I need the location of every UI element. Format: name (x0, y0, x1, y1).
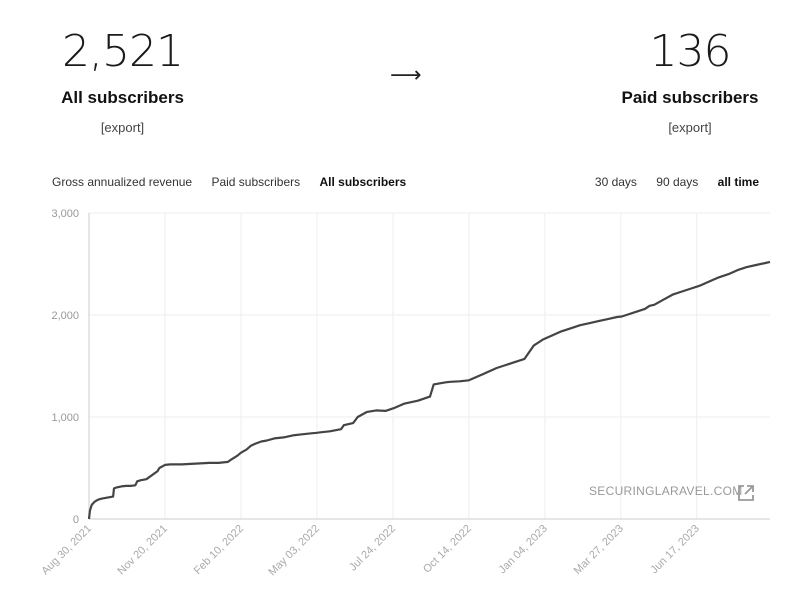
x-tick-label: Mar 27, 2023 (572, 523, 626, 577)
paid-subscribers-count: 136 (649, 26, 732, 77)
export-paid-subscribers-link[interactable]: [export] (668, 120, 712, 135)
y-tick-label: 0 (73, 514, 79, 526)
x-tick-label: Aug 30, 2021 (39, 523, 94, 578)
paid-subscribers-stat: 136 Paid subscribers [export] (614, 26, 766, 136)
all-subscribers-label: All subscribers (61, 88, 184, 107)
x-axis-ticks: Aug 30, 2021 Nov 20, 2021 Feb 10, 2022 May … (39, 523, 702, 579)
tab-all-subscribers[interactable]: All subscribers (319, 175, 407, 189)
x-tick-label: Jun 17, 2023 (648, 523, 701, 576)
watermark-text: SECURINGLARAVEL.COM (589, 484, 743, 498)
chart-grid (88, 212, 770, 520)
x-tick-label: Feb 10, 2022 (192, 523, 246, 577)
all-subscribers-series-line (87, 260, 771, 520)
arrow-icon: ⟶ (390, 62, 422, 87)
tab-gross-annualized-revenue[interactable]: Gross annualized revenue (52, 175, 193, 189)
y-tick-label: 2,000 (51, 310, 79, 322)
metric-tabs: Gross annualized revenue Paid subscriber… (52, 175, 422, 189)
x-tick-label: Jan 04, 2023 (496, 523, 549, 576)
export-all-subscribers-link[interactable]: [export] (100, 120, 145, 135)
tab-30-days[interactable]: 30 days (594, 175, 637, 189)
y-tick-label: 3,000 (51, 208, 79, 220)
chart-axes (88, 213, 770, 520)
y-tick-label: 1,000 (51, 412, 79, 424)
all-subscribers-count: 2,521 (62, 26, 184, 77)
y-axis-ticks: 0 1,000 2,000 3,000 (51, 208, 79, 526)
external-link-icon[interactable] (737, 484, 755, 502)
x-tick-label: May 03, 2022 (266, 523, 322, 579)
tab-all-time[interactable]: all time (717, 175, 759, 189)
paid-subscribers-label: Paid subscribers (621, 88, 759, 107)
x-tick-label: Oct 14, 2022 (421, 523, 474, 576)
tab-90-days[interactable]: 90 days (656, 175, 699, 189)
range-tabs: 30 days 90 days all time (579, 175, 759, 189)
x-tick-label: Nov 20, 2021 (115, 523, 170, 578)
x-tick-label: Jul 24, 2022 (347, 523, 398, 574)
tab-paid-subscribers[interactable]: Paid subscribers (211, 175, 301, 189)
all-subscribers-stat: 2,521 All subscribers [export] (50, 26, 195, 136)
